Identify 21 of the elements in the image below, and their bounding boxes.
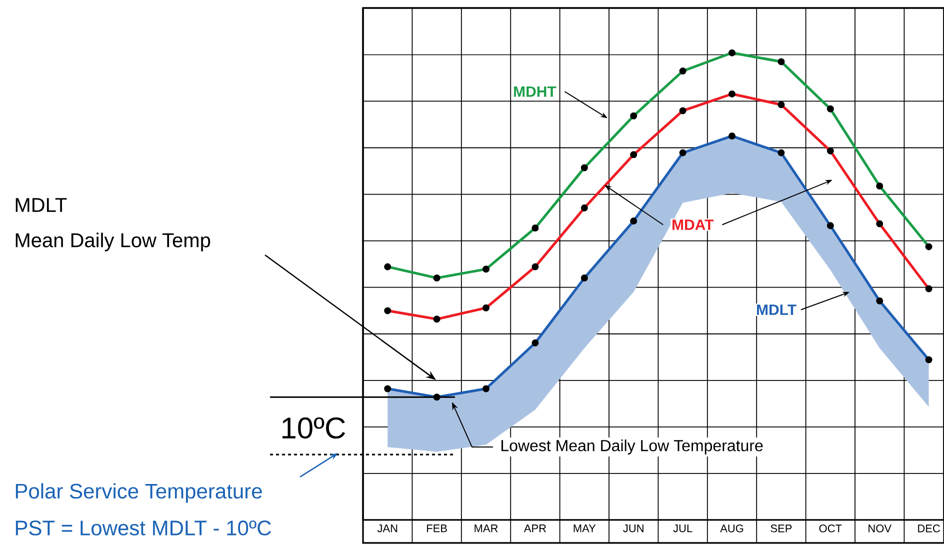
annotation: Lowest Mean Daily Low Temperature [502,440,763,454]
x-tick-label: JUL [673,524,692,532]
x-tick-label: JUN [623,524,644,532]
x-tick-label: DEC [918,524,940,532]
text: Mean Daily Low Temp [16,232,210,252]
x-tick-label: FEB [427,524,447,532]
text: 10ºC [282,417,346,439]
x-tick-label: MAR [474,524,498,532]
legend-label: MDLT [757,304,796,315]
text: MDHT [514,86,556,97]
x-tick-label: JAN [377,524,398,532]
text: PST = Lowest MDLT - 10ºC [16,520,271,536]
x-tick-label: MAY [574,524,596,532]
text: Polar Service Temperature [16,483,262,503]
x-tick-label: APR [524,524,546,532]
text: MDAT [672,220,714,230]
x-tick-label: OCT [819,524,842,532]
text: MDLT [16,198,67,212]
x-tick-label: AUG [720,524,744,532]
x-tick-label: NOV [868,524,892,532]
x-tick-label: SEP [770,524,792,532]
